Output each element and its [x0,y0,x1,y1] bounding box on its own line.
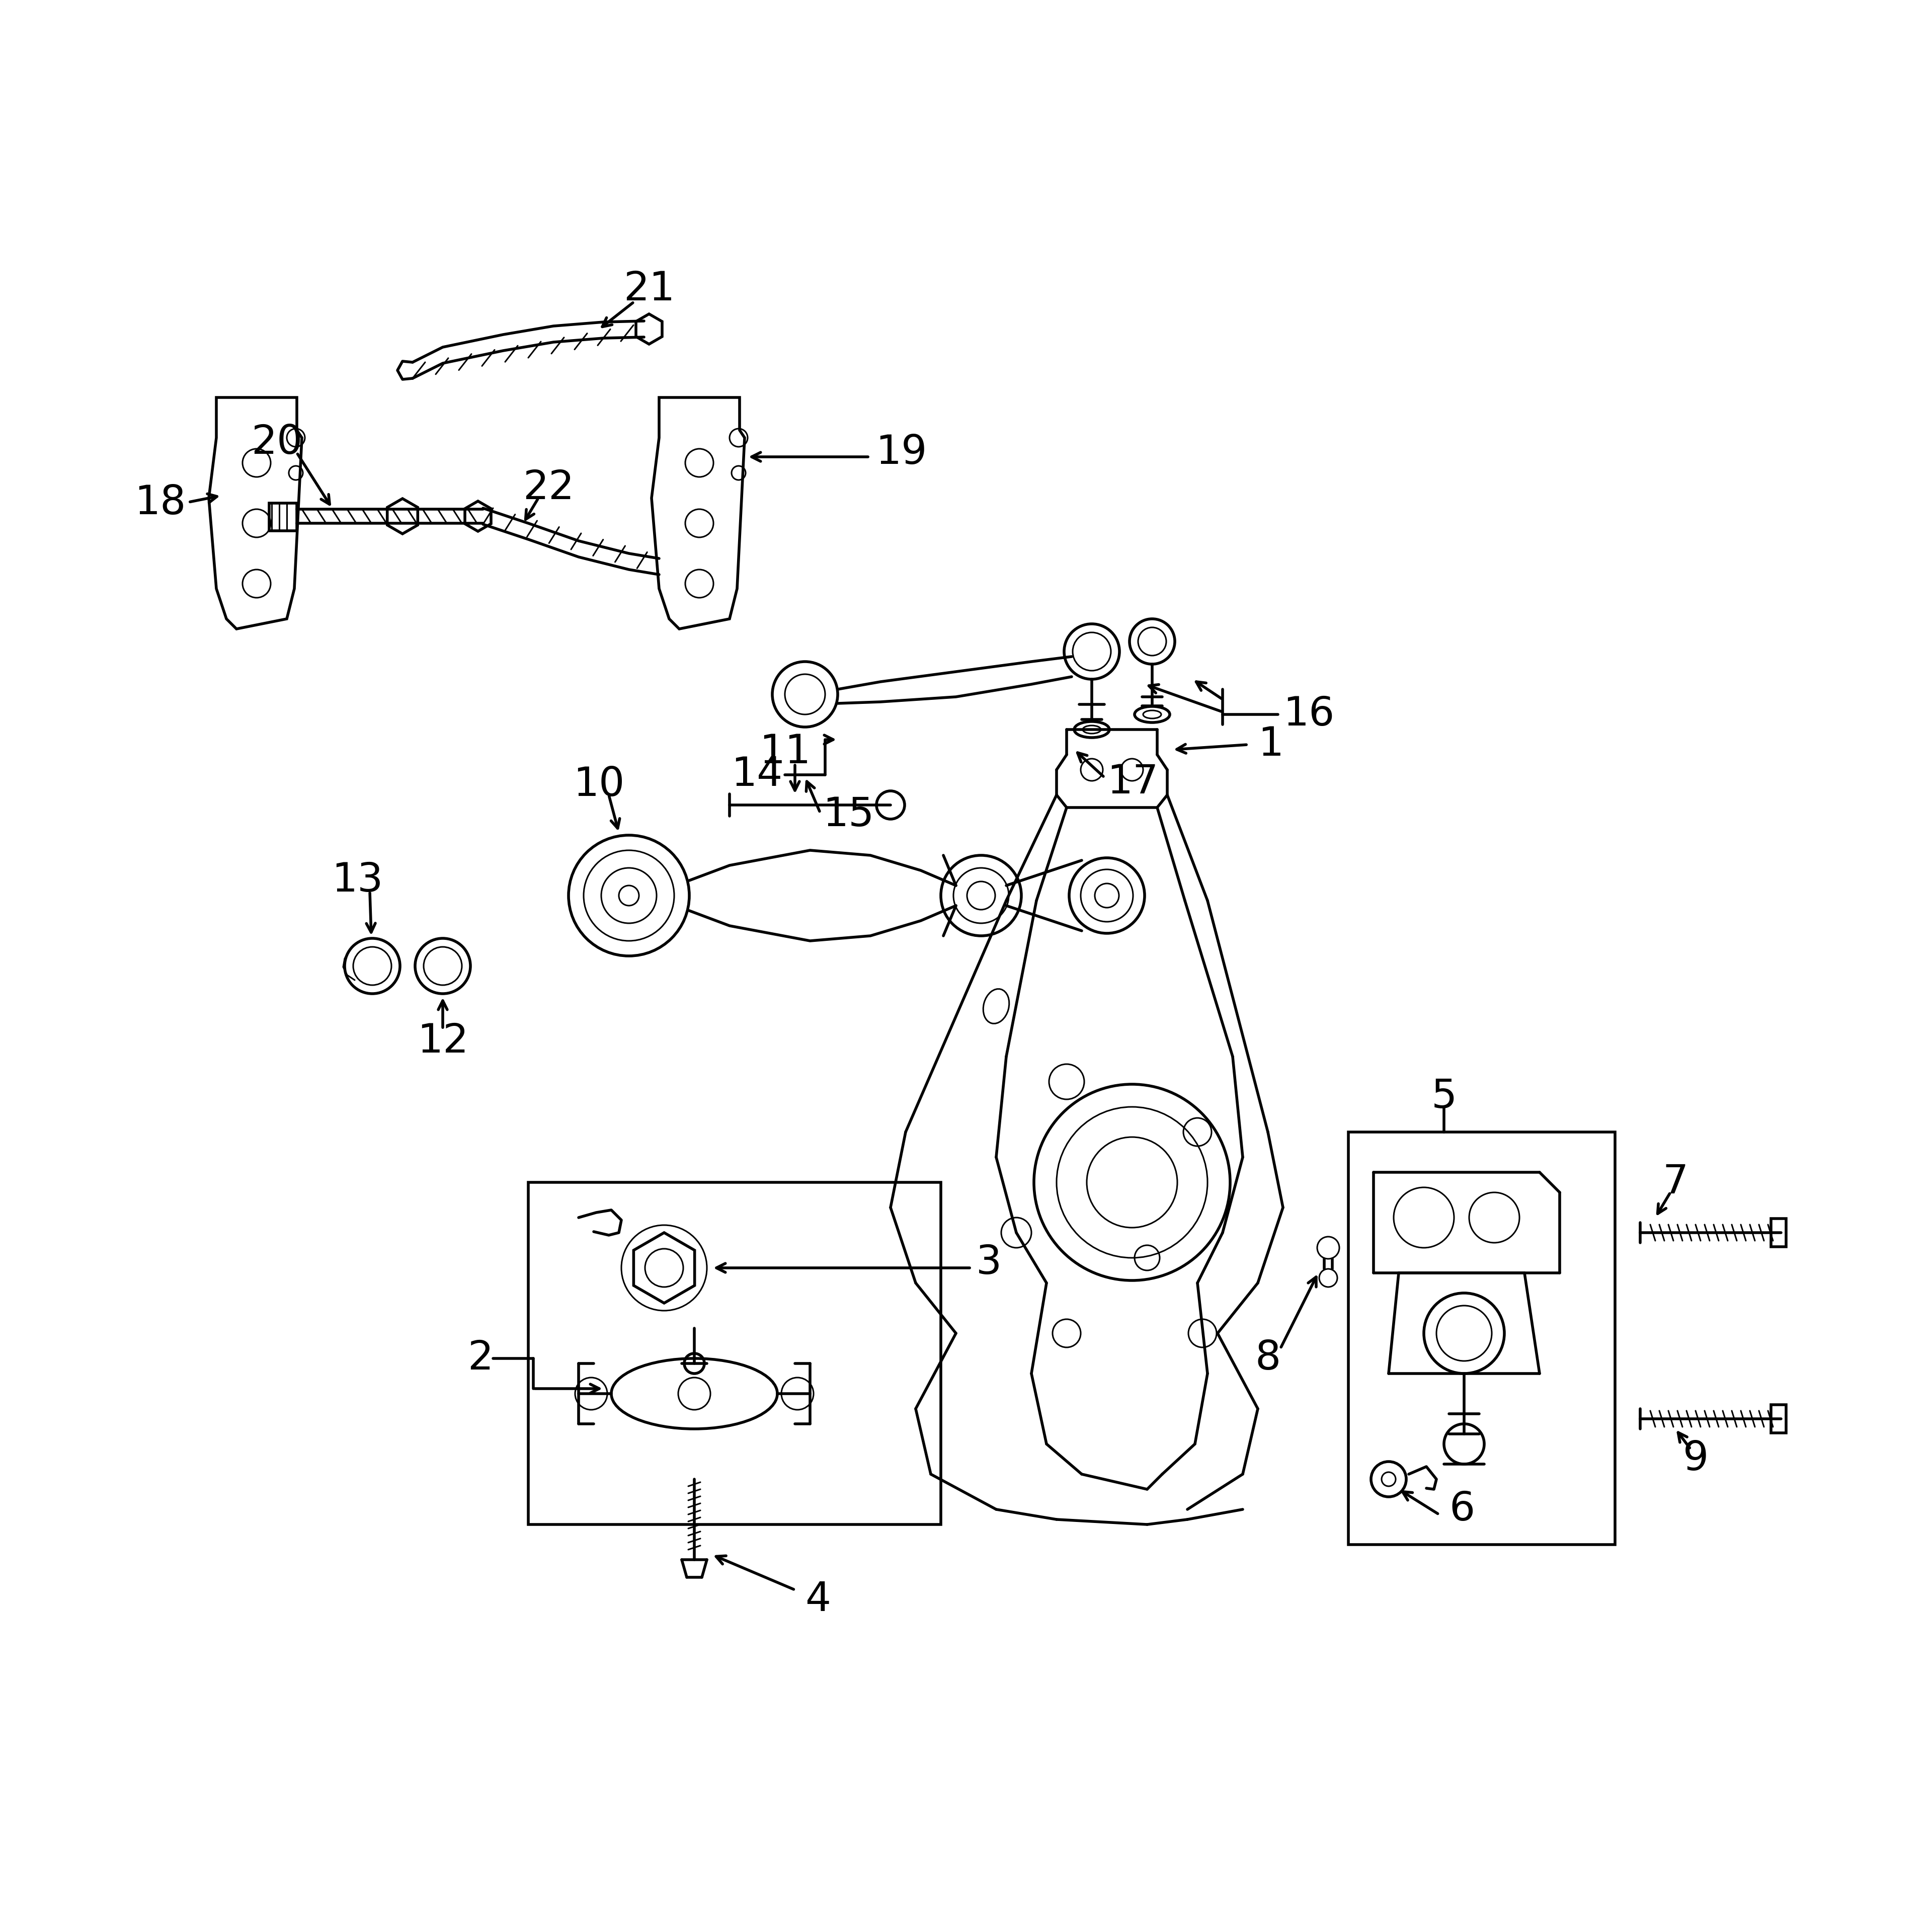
Bar [1772,1405,1785,1434]
Text: 13: 13 [332,862,383,900]
Text: 18: 18 [135,483,185,524]
Text: 16: 16 [1283,696,1335,734]
Text: 21: 21 [624,270,674,309]
Text: 10: 10 [574,765,624,804]
Circle shape [684,1354,705,1374]
Text: 3: 3 [976,1242,1003,1283]
Text: 20: 20 [251,423,303,462]
Text: 11: 11 [759,732,811,771]
Text: 17: 17 [1107,763,1159,802]
Text: 19: 19 [875,433,927,473]
Text: 7: 7 [1663,1163,1689,1202]
Text: 8: 8 [1256,1339,1281,1378]
Text: 1: 1 [1258,725,1283,765]
Bar [269,502,298,531]
Text: 15: 15 [823,796,873,835]
Text: 22: 22 [524,468,574,508]
Text: 5: 5 [1432,1078,1457,1117]
Bar [527,1182,941,1524]
Bar [1349,1132,1615,1544]
Text: 9: 9 [1683,1439,1708,1478]
Text: 2: 2 [468,1339,493,1378]
Text: 12: 12 [417,1022,468,1061]
Text: 6: 6 [1449,1490,1474,1528]
Text: 4: 4 [806,1580,831,1619]
Bar [1772,1219,1785,1246]
Text: 14: 14 [730,755,782,794]
